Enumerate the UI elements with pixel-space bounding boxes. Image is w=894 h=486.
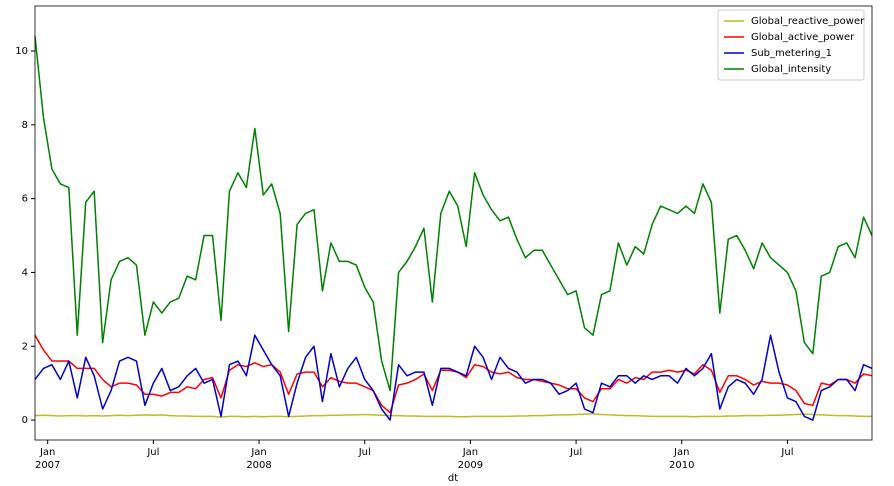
x-axis-label: dt [448, 473, 458, 484]
x-year-label: 2008 [246, 460, 271, 471]
y-tick-label: 4 [22, 267, 28, 278]
x-year-label: 2007 [35, 460, 60, 471]
series-line [34, 334, 873, 421]
x-tick-label: Jan [250, 447, 266, 458]
plot-frame [34, 5, 873, 441]
y-tick-label: 6 [22, 194, 28, 205]
y-tick-label: 8 [22, 120, 28, 131]
x-tick-label: Jan [39, 447, 55, 458]
x-tick-label: Jan [462, 447, 478, 458]
x-tick-label: Jul [780, 447, 793, 458]
series-line [34, 36, 873, 392]
x-tick-label: Jan [673, 447, 689, 458]
series-line [34, 334, 873, 414]
x-tick-label: Jul [358, 447, 371, 458]
series-line [34, 413, 872, 418]
legend-label: Sub_metering_1 [751, 48, 832, 59]
x-year-label: 2009 [458, 460, 483, 471]
x-year-label: 2010 [669, 460, 694, 471]
legend-label: Global_reactive_power [751, 16, 865, 27]
legend: Global_reactive_power Global_active_power… [717, 9, 865, 81]
x-tick-label: Jul [146, 447, 159, 458]
y-tick-label: 0 [22, 415, 28, 426]
x-tick-label: Jul [569, 447, 582, 458]
legend-label: Global_intensity [751, 64, 831, 75]
y-tick-label: 10 [15, 46, 28, 57]
legend-label: Global_active_power [751, 32, 855, 43]
y-tick-label: 2 [22, 341, 28, 352]
legend-box [717, 9, 865, 81]
